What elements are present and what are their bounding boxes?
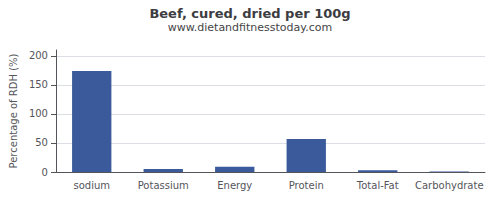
svg-text:Protein: Protein xyxy=(289,180,324,191)
svg-text:50: 50 xyxy=(35,137,48,148)
svg-text:Carbohydrate: Carbohydrate xyxy=(415,180,484,191)
svg-text:Total-Fat: Total-Fat xyxy=(356,180,399,191)
svg-text:100: 100 xyxy=(29,108,48,119)
svg-text:www.dietandfitnesstoday.com: www.dietandfitnesstoday.com xyxy=(168,21,332,34)
svg-text:Energy: Energy xyxy=(217,180,252,191)
svg-text:Potassium: Potassium xyxy=(138,180,189,191)
svg-text:sodium: sodium xyxy=(73,180,110,191)
svg-text:0: 0 xyxy=(42,167,48,178)
svg-text:Beef, cured, dried per 100g: Beef, cured, dried per 100g xyxy=(149,6,350,21)
svg-text:Percentage of RDH (%): Percentage of RDH (%) xyxy=(8,53,19,168)
svg-text:200: 200 xyxy=(29,50,48,61)
svg-text:150: 150 xyxy=(29,79,48,90)
